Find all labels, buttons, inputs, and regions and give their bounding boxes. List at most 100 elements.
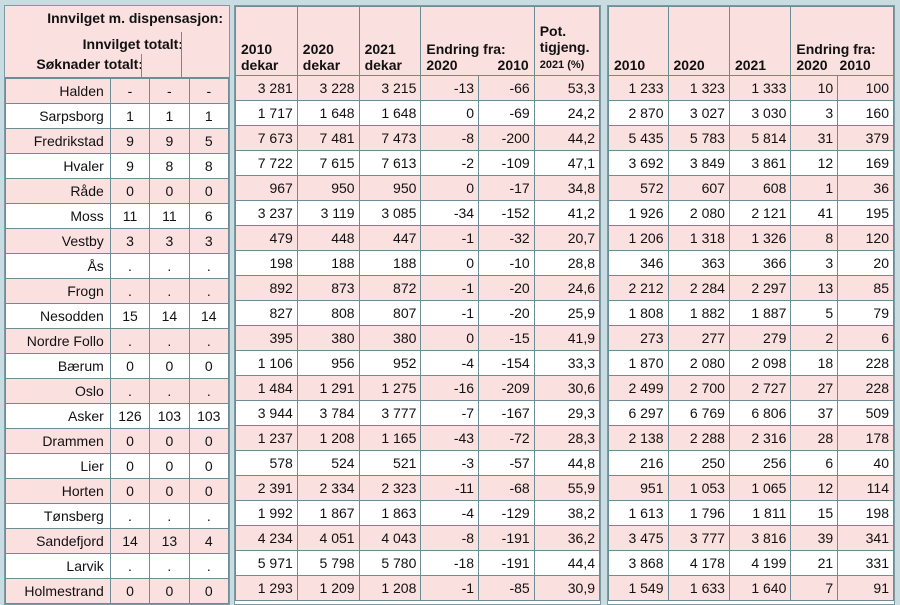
granted-total: 0 xyxy=(149,353,190,379)
applications-total: 0 xyxy=(109,453,151,479)
count-change-2010: 341 xyxy=(837,525,894,551)
municipality-name: Asker xyxy=(5,403,111,429)
area-2010: 1 992 xyxy=(235,500,298,526)
potential-accessibility: 34,8 xyxy=(533,175,600,201)
count-change-2010: 178 xyxy=(837,425,894,451)
table-row: 1 613 1 796 1 811 15 198 xyxy=(608,500,894,526)
applications-total: . xyxy=(109,278,151,304)
table-row: Asker 126 103 103 xyxy=(5,403,229,429)
area-2020: 4 051 xyxy=(296,525,360,551)
area-change-2010: -167 xyxy=(478,400,535,426)
granted-dispensation: . xyxy=(188,253,229,279)
table-row: 3 475 3 777 3 816 39 341 xyxy=(608,525,894,551)
area-change-2010: -10 xyxy=(478,250,535,276)
count-change-2010: 114 xyxy=(837,475,894,501)
count-2020: 2 284 xyxy=(667,275,730,301)
area-change-2010: -191 xyxy=(478,550,535,576)
granted-dispensation: - xyxy=(188,78,229,104)
count-2010: 2 138 xyxy=(608,425,669,451)
table-row: Ås... xyxy=(5,253,229,279)
table-row: 7 673 7 481 7 473 -8 -200 44,2 xyxy=(235,125,600,151)
count-2020: 2 080 xyxy=(667,200,730,226)
table-row: 1 106 956 952 -4 -154 33,3 xyxy=(235,350,600,376)
granted-dispensation: . xyxy=(188,328,229,354)
count-2010: 6 297 xyxy=(608,400,669,426)
count-change-2010: 100 xyxy=(837,75,894,101)
area-2021: 521 xyxy=(358,450,422,476)
count-2010: 1 613 xyxy=(608,500,669,526)
area-2021: 1 275 xyxy=(358,375,422,401)
count-change-2010: 198 xyxy=(837,500,894,526)
count-change-2020: 12 xyxy=(790,475,839,501)
table-row: 951 1 053 1 065 12 114 xyxy=(608,475,894,501)
count-change-2010: 228 xyxy=(837,350,894,376)
municipality-name: Horten xyxy=(5,478,111,504)
area-change-2020: -18 xyxy=(420,550,480,576)
municipality-name: Bærum xyxy=(5,353,111,379)
count-2020: 1 323 xyxy=(667,75,730,101)
applications-total: 0 xyxy=(109,178,151,204)
applications-total: 0 xyxy=(109,428,151,454)
potential-accessibility: 29,3 xyxy=(533,400,600,426)
granted-total: 8 xyxy=(149,153,190,179)
table-row: 479 448 447 -1 -32 20,7 xyxy=(235,225,600,251)
potential-accessibility: 44,2 xyxy=(533,125,600,151)
count-2021: 1 811 xyxy=(728,500,792,526)
count-2020: 1 053 xyxy=(667,475,730,501)
count-change-2010: 160 xyxy=(837,100,894,126)
area-2020: 950 xyxy=(296,175,360,201)
area-2021: 4 043 xyxy=(358,525,422,551)
applications-panel: Innvilget m. dispensasjon: Innvilget tot… xyxy=(4,5,230,605)
count-2020: 3 777 xyxy=(667,525,730,551)
area-2021: 7 613 xyxy=(358,150,422,176)
count-change-2020: 28 xyxy=(790,425,839,451)
potential-accessibility: 47,1 xyxy=(533,150,600,176)
table-row: 578 524 521 -3 -57 44,8 xyxy=(235,450,600,476)
col-2021-dekar: 2021 dekar xyxy=(358,6,422,76)
municipality-name: Råde xyxy=(5,178,111,204)
area-panel: 2010 dekar 2020 dekar 2021 dekar Endring fr… xyxy=(234,5,601,605)
granted-total: . xyxy=(149,328,190,354)
area-change-2020: -2 xyxy=(420,150,480,176)
applications-total: 0 xyxy=(109,478,151,504)
table-row: Sarpsborg 1 1 1 xyxy=(5,103,229,129)
count-change-2010: 6 xyxy=(837,325,894,351)
table-row: 2 870 3 027 3 030 3 160 xyxy=(608,100,894,126)
area-2010: 1 717 xyxy=(235,100,298,126)
count-2021: 2 297 xyxy=(728,275,792,301)
area-change-2010: -152 xyxy=(478,200,535,226)
header-innvilget: Innvilget totalt: xyxy=(82,36,183,52)
col-2010: 2010 xyxy=(608,6,669,76)
area-2021: 872 xyxy=(358,275,422,301)
granted-total: 0 xyxy=(149,453,190,479)
area-2020: 524 xyxy=(296,450,360,476)
table-row: Frogn... xyxy=(5,278,229,304)
area-2010: 395 xyxy=(235,325,298,351)
col-2020-dekar: 2020 dekar xyxy=(296,6,360,76)
area-change-2010: -191 xyxy=(478,525,535,551)
table-row: 1 808 1 882 1 887 5 79 xyxy=(608,300,894,326)
table-row: 2 391 2 334 2 323 -11 -68 55,9 xyxy=(235,475,600,501)
count-2010: 3 475 xyxy=(608,525,669,551)
area-2021: 3 215 xyxy=(358,75,422,101)
table-row: Horten 0 0 0 xyxy=(5,478,229,504)
applications-total: 3 xyxy=(109,228,151,254)
count-2010: 273 xyxy=(608,325,669,351)
count-2010: 1 870 xyxy=(608,350,669,376)
table-row: 1 237 1 208 1 165 -43 -72 28,3 xyxy=(235,425,600,451)
count-2010: 1 233 xyxy=(608,75,669,101)
count-2021: 2 316 xyxy=(728,425,792,451)
municipality-name: Oslo xyxy=(5,378,111,404)
count-change-2020: 31 xyxy=(790,125,839,151)
potential-accessibility: 30,9 xyxy=(533,575,600,601)
municipality-name: Halden xyxy=(5,78,111,104)
municipality-name: Hvaler xyxy=(5,153,111,179)
count-change-2020: 8 xyxy=(790,225,839,251)
table-row: 273 277 279 2 6 xyxy=(608,325,894,351)
area-2020: 956 xyxy=(296,350,360,376)
potential-accessibility: 20,7 xyxy=(533,225,600,251)
count-change-2020: 27 xyxy=(790,375,839,401)
count-change-2010: 228 xyxy=(837,375,894,401)
applications-total: 9 xyxy=(109,153,151,179)
